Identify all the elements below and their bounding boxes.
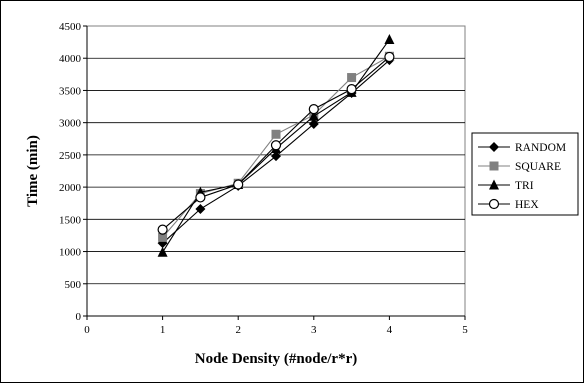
legend-marker-square (489, 161, 499, 171)
y-tick-label: 4000 (59, 53, 82, 65)
data-point-tri (308, 110, 319, 121)
data-point-random (271, 151, 281, 162)
x-axis-title: Node Density (#node/r*r) (195, 351, 357, 367)
legend-entry-hex: HEX (478, 198, 539, 211)
x-tick-label: 2 (235, 324, 241, 336)
y-tick-label: 1000 (59, 247, 82, 259)
legend-entry-square: SQUARE (478, 161, 561, 173)
y-tick-label: 1500 (59, 214, 82, 226)
plot-area (86, 25, 466, 317)
series-layer (157, 34, 395, 257)
x-tick-label: 0 (84, 324, 90, 336)
legend-marker-tri (489, 179, 499, 190)
x-tick-label: 3 (311, 324, 317, 336)
legend-label: TRI (515, 180, 534, 192)
data-point-random (308, 118, 319, 129)
y-tick-label: 2000 (59, 182, 82, 194)
axes: 0 500 1000 1500 2000 2500 3000 3500 4000 4500 0 1 2 3… (59, 21, 468, 336)
legend: RANDOM SQUARE TRI HEX (471, 132, 579, 216)
legend-label: RANDOM (515, 142, 566, 154)
data-point-hex (233, 179, 244, 190)
data-point-hex (308, 104, 319, 115)
data-point-hex (157, 224, 168, 235)
x-tick-label: 4 (387, 324, 393, 336)
data-point-random (195, 204, 206, 215)
y-tick-label: 3000 (59, 118, 82, 130)
data-point-square (271, 129, 281, 139)
y-axis-title: Time (min) (25, 135, 41, 207)
legend-label: HEX (515, 199, 539, 211)
data-point-square (347, 73, 357, 83)
data-point-hex (384, 51, 395, 63)
legend-entry-tri: TRI (478, 179, 534, 192)
data-point-tri (157, 246, 168, 257)
data-point-hex (346, 84, 357, 95)
legend-label: SQUARE (515, 161, 561, 173)
data-point-tri (384, 34, 395, 45)
x-tick-label: 5 (462, 324, 468, 336)
y-tick-label: 3500 (59, 85, 82, 97)
data-point-hex (195, 192, 206, 203)
data-point-square (158, 232, 168, 242)
x-tick-label: 1 (160, 324, 166, 336)
y-tick-label: 2500 (59, 150, 82, 162)
y-tick-label: 4500 (59, 21, 82, 33)
y-tick-label: 500 (65, 279, 82, 291)
legend-marker-random (489, 142, 499, 152)
y-tick-label: 0 (76, 311, 82, 323)
series-hex (157, 51, 395, 235)
data-point-hex (270, 140, 282, 151)
legend-marker-hex (488, 198, 500, 210)
legend-entry-random: RANDOM (478, 142, 566, 154)
